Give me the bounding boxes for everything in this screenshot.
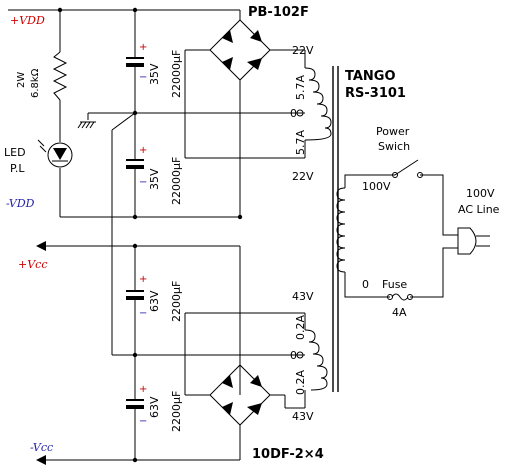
cap4-volt: 63V bbox=[148, 396, 161, 418]
cap4-cap: 2200μF bbox=[170, 391, 183, 432]
transformer-brand: TANGO bbox=[345, 69, 396, 84]
sec-top-cur-b: 5.7A bbox=[294, 130, 307, 155]
cap1-plus: + bbox=[139, 42, 147, 53]
cap1-cap: 22000μF bbox=[170, 50, 183, 98]
ac-label-line2: AC Line bbox=[458, 203, 500, 216]
cap2-plus: + bbox=[139, 145, 147, 156]
bridge-bottom-label: 10DF-2×4 bbox=[252, 447, 324, 462]
resistor-watt: 2W bbox=[16, 72, 27, 88]
led-label-line2: P.L bbox=[10, 162, 25, 175]
sec-top-cur-a: 5.7A bbox=[294, 75, 307, 100]
secondary-coil-bottom bbox=[304, 329, 328, 391]
sec-bot-cur-a: 0.2A bbox=[294, 315, 307, 340]
sec-bot-tap: 0 bbox=[290, 349, 297, 362]
fuse-icon bbox=[387, 293, 413, 301]
arrow-left-icon bbox=[36, 455, 46, 465]
transformer-core bbox=[332, 66, 339, 392]
cap3-volt: 63V bbox=[148, 290, 161, 312]
cap3-cap: 2200μF bbox=[170, 281, 183, 322]
switch-label-line2: Swich bbox=[378, 140, 410, 153]
fuse-rating: 4A bbox=[392, 306, 407, 319]
sec-bot-cur-b: 0.2A bbox=[294, 370, 307, 395]
ac-label-line1: 100V bbox=[466, 187, 495, 200]
bridge-top-diodes bbox=[222, 30, 262, 70]
junction-dots bbox=[57, 7, 243, 463]
ac-plug-icon bbox=[457, 227, 490, 255]
rail-vcc-neg: -Vcc bbox=[30, 441, 53, 454]
cap3-minus: − bbox=[139, 308, 147, 319]
cap2-minus: − bbox=[139, 177, 147, 188]
secondary-coil-top bbox=[304, 67, 332, 141]
cap1-minus: − bbox=[139, 72, 147, 83]
cap4-plus: + bbox=[139, 384, 147, 395]
sec-bot-volt-b: 43V bbox=[292, 410, 314, 423]
cap3-plus: + bbox=[139, 274, 147, 285]
capacitor-2 bbox=[126, 155, 144, 180]
pri-zero: 0 bbox=[362, 278, 369, 291]
capacitor-3 bbox=[126, 285, 144, 310]
rail-vdd-neg: -VDD bbox=[6, 197, 35, 210]
transformer-model: RS-3101 bbox=[345, 86, 406, 101]
bridge-top-label: PB-102F bbox=[248, 5, 309, 20]
cap2-cap: 22000μF bbox=[170, 157, 183, 205]
capacitor-1 bbox=[126, 52, 144, 75]
switch-contact-icon bbox=[417, 172, 423, 178]
fuse-label: Fuse bbox=[382, 278, 407, 291]
switch-contact-icon bbox=[392, 172, 398, 178]
sec-top-volt-b: 22V bbox=[292, 170, 314, 183]
rail-vdd-pos: +VDD bbox=[10, 14, 45, 27]
rail-vcc-pos: +Vcc bbox=[18, 258, 47, 271]
led-icon bbox=[37, 139, 73, 168]
wires bbox=[8, 9, 458, 461]
led-label-line1: LED bbox=[4, 146, 26, 159]
ground-icon bbox=[77, 121, 96, 129]
bridge-bottom-diodes bbox=[222, 375, 262, 415]
resistor-symbol bbox=[52, 51, 68, 101]
capacitor-4 bbox=[126, 390, 144, 415]
sec-top-volt-a: 22V bbox=[292, 44, 314, 57]
arrow-left-icon bbox=[36, 241, 46, 251]
resistor-value: 6.8kΩ bbox=[30, 68, 41, 98]
cap2-volt: 35V bbox=[148, 168, 161, 190]
primary-coil bbox=[336, 187, 346, 273]
open-terminals bbox=[296, 109, 304, 359]
cap4-minus: − bbox=[139, 416, 147, 427]
switch-label-line1: Power bbox=[376, 125, 410, 138]
pri-volt: 100V bbox=[362, 180, 391, 193]
sec-top-tap: 0 bbox=[290, 107, 297, 120]
sec-bot-volt-a: 43V bbox=[292, 290, 314, 303]
cap1-volt: 35V bbox=[148, 63, 161, 85]
